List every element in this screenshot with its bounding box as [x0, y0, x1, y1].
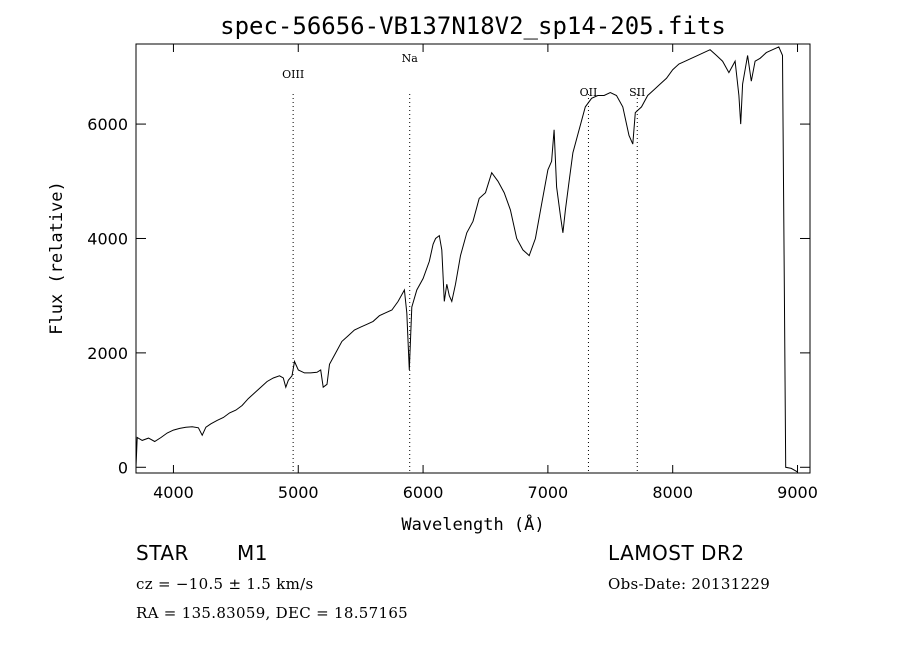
x-tick-label: 6000 [403, 483, 444, 502]
x-tick-label: 9000 [777, 483, 818, 502]
plot-frame [135, 43, 811, 474]
x-tick-label: 5000 [278, 483, 319, 502]
redshift-text: cz = −10.5 ± 1.5 km/s [136, 575, 314, 593]
x-tick-label: 7000 [528, 483, 569, 502]
chart-title: spec-56656-VB137N18V2_sp14-205.fits [220, 12, 726, 40]
spectrum-line [135, 46, 798, 473]
observation-date: Obs-Date: 20131229 [608, 575, 771, 593]
marker-label: OII [580, 86, 598, 99]
marker-lines: OIII Na OII SII [282, 52, 645, 473]
marker-label: SII [629, 86, 645, 99]
y-axis-label: Flux (relative) [47, 181, 67, 335]
x-tick-label: 4000 [153, 483, 194, 502]
marker-label: Na [402, 52, 419, 65]
x-axis-label: Wavelength (Å) [401, 513, 544, 535]
coordinates-text: RA = 135.83059, DEC = 18.57165 [136, 604, 409, 622]
y-tick-label: 6000 [87, 115, 128, 134]
marker-label: OIII [282, 68, 304, 81]
y-tick-label: 4000 [87, 229, 128, 248]
x-tick-label: 8000 [652, 483, 693, 502]
object-subclass: M1 [237, 541, 268, 565]
y-tick-label: 0 [118, 458, 128, 477]
survey-name: LAMOST DR2 [608, 541, 745, 565]
y-tick-label: 2000 [87, 344, 128, 363]
object-class: STAR [136, 541, 189, 565]
axis-ticks: 4000 5000 6000 7000 8000 9000 0 2000 4000 6000 [87, 44, 818, 502]
